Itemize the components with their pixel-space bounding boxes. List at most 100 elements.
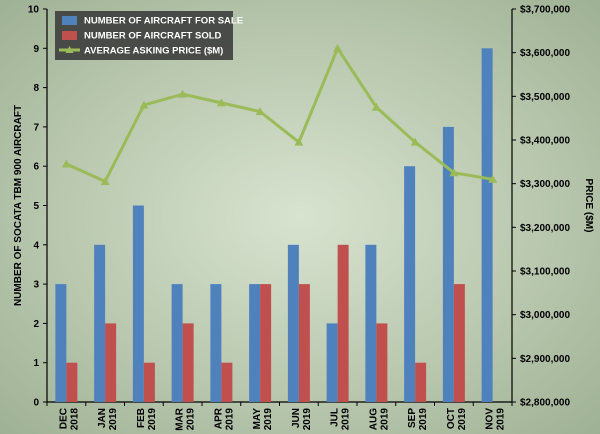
bar-for-sale: [481, 48, 493, 403]
bar-sold: [221, 362, 233, 402]
x-tick-label-year: 2019: [379, 408, 390, 431]
y-tick-label-left: 7: [33, 122, 39, 133]
bar-sold: [182, 323, 194, 402]
y-tick-label-left: 10: [28, 5, 40, 16]
y-tick-label-right: $3,600,000: [520, 48, 570, 59]
x-tick-label-year: 2019: [224, 408, 235, 431]
legend-label: NUMBER OF AIRCRAFT SOLD: [84, 31, 222, 42]
x-tick-label-month: OCT: [446, 408, 457, 429]
price-marker: [216, 98, 226, 107]
legend-label: NUMBER OF AIRCRAFT FOR SALE: [84, 16, 243, 27]
x-tick-label-year: 2018: [69, 408, 80, 431]
x-tick-label: JUL2019: [330, 408, 352, 431]
x-tick-label-month: DEC: [58, 408, 69, 429]
bar-for-sale: [365, 244, 377, 402]
price-marker: [100, 176, 110, 185]
x-tick-label: FEB2019: [136, 408, 158, 431]
x-tick-label-year: 2019: [263, 408, 274, 431]
y-tick-label-right: $3,100,000: [520, 267, 570, 278]
bar-sold: [298, 284, 310, 402]
y-tick-label-left: 8: [33, 83, 39, 94]
bar-for-sale: [287, 244, 299, 402]
x-tick-label-month: SEP: [407, 408, 418, 428]
y-tick-label-right: $3,500,000: [520, 92, 570, 103]
x-tick-label-year: 2019: [302, 408, 313, 431]
y-tick-label-left: 5: [33, 201, 39, 212]
price-marker: [333, 43, 343, 52]
x-tick-label: MAY2019: [252, 408, 274, 431]
x-tick-label-month: MAR: [175, 407, 186, 431]
y-tick-label-right: $3,300,000: [520, 179, 570, 190]
x-tick-label-month: JAN: [97, 408, 108, 428]
y-tick-label-left: 1: [33, 358, 39, 369]
price-line: [65, 46, 493, 183]
bar-for-sale: [132, 205, 144, 402]
y-tick-label-left: 4: [33, 240, 39, 251]
y-tick-label-left: 2: [33, 319, 39, 330]
bar-for-sale: [171, 284, 183, 402]
y-tick-label-right: $3,200,000: [520, 223, 570, 234]
bar-sold: [66, 362, 78, 402]
bar-sold: [376, 323, 388, 402]
price-marker: [449, 168, 459, 177]
price-marker: [294, 137, 304, 146]
bar-for-sale: [442, 126, 454, 403]
y-tick-label-left: 6: [33, 162, 39, 173]
x-tick-label: OCT2019: [446, 408, 468, 431]
price-marker: [178, 89, 188, 98]
bar-for-sale: [94, 244, 106, 402]
x-tick-label: NOV2019: [485, 408, 507, 431]
y-tick-label-right: $3,700,000: [520, 5, 570, 16]
legend-swatch: [62, 31, 77, 40]
bar-for-sale: [249, 284, 261, 402]
x-tick-label: JUN2019: [291, 408, 313, 431]
legend-swatch-marker: [65, 46, 74, 53]
bar-for-sale: [326, 323, 338, 402]
x-tick-label: MAR2019: [175, 407, 197, 431]
price-marker: [61, 159, 71, 168]
y-tick-label-left: 9: [33, 44, 39, 55]
x-tick-label: AUG2019: [368, 408, 390, 431]
x-tick-label-month: FEB: [136, 408, 147, 428]
bar-sold: [453, 284, 465, 402]
y-tick-label-right: $3,400,000: [520, 136, 570, 147]
bar-for-sale: [404, 166, 416, 402]
x-tick-label-month: NOV: [485, 408, 496, 430]
y-axis-title-left: NUMBER OF SOCATA TBM 900 AIRCRAFT: [13, 105, 24, 306]
x-tick-label-month: APR: [213, 407, 224, 429]
x-tick-label-month: JUL: [330, 408, 341, 427]
x-tick-label-year: 2019: [457, 408, 468, 431]
bar-sold: [415, 362, 427, 402]
price-marker: [255, 107, 265, 116]
x-tick-label-month: MAY: [252, 408, 263, 430]
y-tick-label-right: $2,800,000: [520, 398, 570, 409]
y-tick-label-right: $3,000,000: [520, 310, 570, 321]
price-marker: [371, 102, 381, 111]
x-tick-label: APR2019: [213, 407, 235, 430]
legend-label: AVERAGE ASKING PRICE ($M): [84, 46, 223, 57]
bar-sold: [143, 362, 155, 402]
bar-sold: [337, 244, 349, 402]
x-tick-label-month: JUN: [291, 408, 302, 428]
legend-swatch: [62, 16, 77, 25]
y-tick-label-right: $2,900,000: [520, 354, 570, 365]
y-tick-label-left: 3: [33, 280, 39, 291]
y-axis-title-right: PRICE ($M): [583, 179, 594, 233]
x-tick-label: JAN2019: [97, 408, 119, 431]
x-tick-label-year: 2019: [341, 408, 352, 431]
y-tick-label-left: 0: [33, 398, 39, 409]
x-tick-label-year: 2019: [186, 408, 197, 431]
bar-for-sale: [210, 284, 222, 402]
x-tick-label: SEP2019: [407, 408, 429, 431]
x-tick-label: DEC2018: [58, 408, 80, 431]
x-tick-label-year: 2019: [496, 408, 507, 431]
price-marker: [410, 137, 420, 146]
bar-for-sale: [55, 284, 67, 402]
bar-sold: [105, 323, 117, 402]
price-marker: [139, 100, 149, 109]
x-tick-label-year: 2019: [108, 408, 119, 431]
x-tick-label-month: AUG: [368, 408, 379, 430]
x-tick-label-year: 2019: [147, 408, 158, 431]
